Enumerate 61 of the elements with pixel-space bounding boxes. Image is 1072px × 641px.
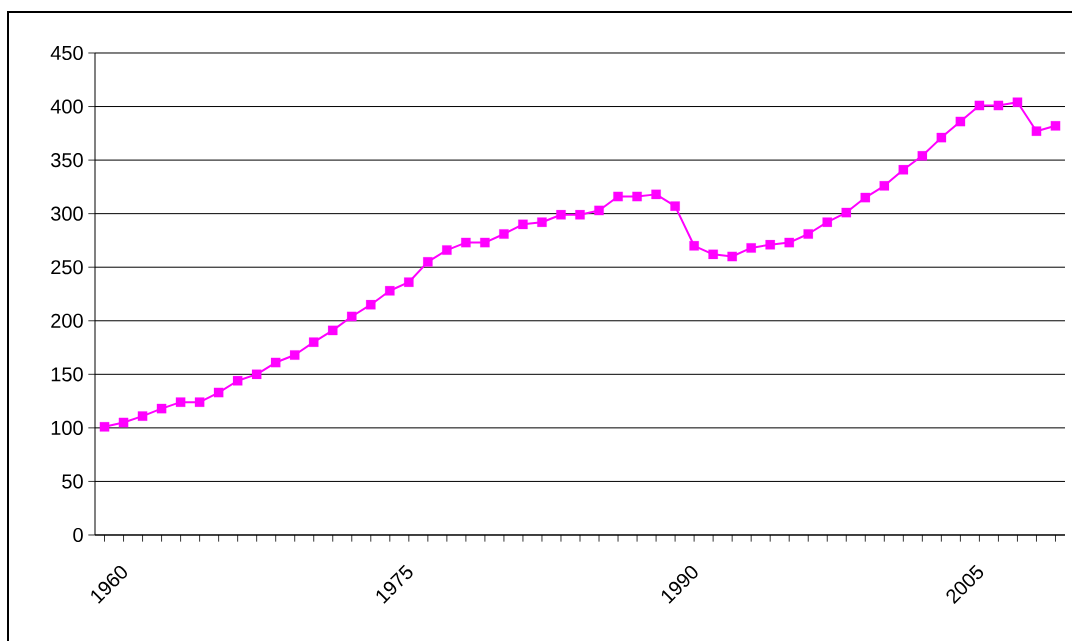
y-tick-label: 50 — [62, 474, 83, 489]
point — [727, 251, 737, 262]
y-tick-label: 350 — [51, 153, 83, 168]
point — [1012, 97, 1023, 107]
point — [860, 192, 871, 203]
point — [898, 164, 909, 175]
point — [670, 201, 680, 211]
point — [556, 209, 566, 220]
point — [385, 286, 395, 296]
point — [499, 229, 509, 239]
point — [879, 181, 890, 191]
point — [270, 357, 281, 368]
point — [213, 387, 224, 398]
y-tick-label: 250 — [51, 260, 83, 275]
point — [784, 237, 794, 248]
y-tick-label: 150 — [51, 367, 83, 382]
y-tick-label: 200 — [51, 313, 83, 328]
point — [518, 219, 528, 230]
point — [746, 243, 756, 253]
point — [651, 189, 661, 200]
point — [613, 191, 623, 202]
point — [442, 245, 452, 255]
y-tick-label: 100 — [51, 420, 83, 435]
point — [822, 217, 832, 227]
point — [366, 299, 376, 310]
point — [765, 239, 775, 250]
point — [328, 325, 338, 336]
y-tick-label: 400 — [50, 99, 83, 114]
y-tick-label: 300 — [51, 206, 83, 221]
point — [537, 217, 547, 227]
point — [194, 397, 205, 407]
point — [1031, 126, 1042, 136]
point — [175, 397, 186, 407]
point — [803, 229, 813, 239]
y-tick-label: 0 — [73, 527, 83, 543]
point — [974, 100, 985, 111]
point — [993, 100, 1004, 111]
point — [404, 277, 414, 287]
point — [936, 132, 947, 143]
point — [156, 403, 167, 414]
point — [308, 337, 319, 347]
point — [594, 205, 604, 216]
point — [137, 411, 148, 421]
point — [632, 191, 642, 202]
point — [841, 207, 852, 218]
point — [689, 241, 699, 251]
point — [955, 116, 966, 127]
point — [917, 151, 928, 161]
point — [708, 249, 718, 260]
point — [1050, 121, 1061, 131]
point — [575, 209, 585, 220]
point — [118, 417, 129, 428]
point — [232, 376, 243, 386]
point — [251, 369, 262, 380]
point — [423, 257, 433, 267]
point — [461, 237, 471, 248]
point — [99, 422, 110, 432]
point — [347, 311, 357, 322]
point — [480, 237, 490, 248]
point — [289, 350, 300, 360]
y-tick-label: 450 — [50, 45, 83, 61]
